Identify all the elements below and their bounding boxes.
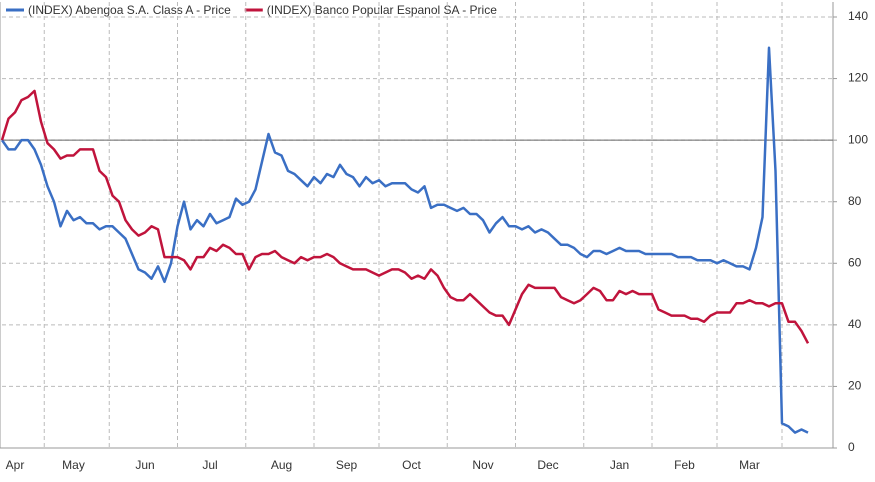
x-tick-label: Oct: [402, 458, 421, 472]
y-tick-label: 120: [848, 71, 868, 85]
x-tick-label: Aug: [271, 458, 292, 472]
x-tick-label: Dec: [537, 458, 558, 472]
series-line: [0, 46, 809, 434]
legend-label: (INDEX) Abengoa S.A. Class A - Price: [28, 3, 231, 17]
x-tick-label: Jul: [202, 458, 217, 472]
y-tick-label: 80: [848, 194, 862, 208]
x-tick-label: Mar: [739, 458, 760, 472]
x-tick-label: Sep: [336, 458, 358, 472]
x-tick-label: Jan: [610, 458, 629, 472]
y-tick-label: 100: [848, 132, 868, 146]
y-tick-label: 60: [848, 255, 862, 269]
x-tick-label: Nov: [472, 458, 493, 472]
x-tick-label: May: [62, 458, 85, 472]
y-tick-label: 0: [848, 440, 855, 454]
y-tick-label: 40: [848, 317, 862, 331]
x-tick-label: Feb: [674, 458, 695, 472]
x-tick-label: Jun: [135, 458, 154, 472]
y-tick-label: 20: [848, 379, 862, 393]
legend-label: (INDEX) Banco Popular Espanol SA - Price: [267, 3, 497, 17]
x-tick-label: Apr: [6, 458, 25, 472]
y-tick-label: 140: [848, 9, 868, 23]
legend: (INDEX) Abengoa S.A. Class A - Price (IND…: [6, 3, 497, 17]
series-line: [0, 89, 810, 344]
